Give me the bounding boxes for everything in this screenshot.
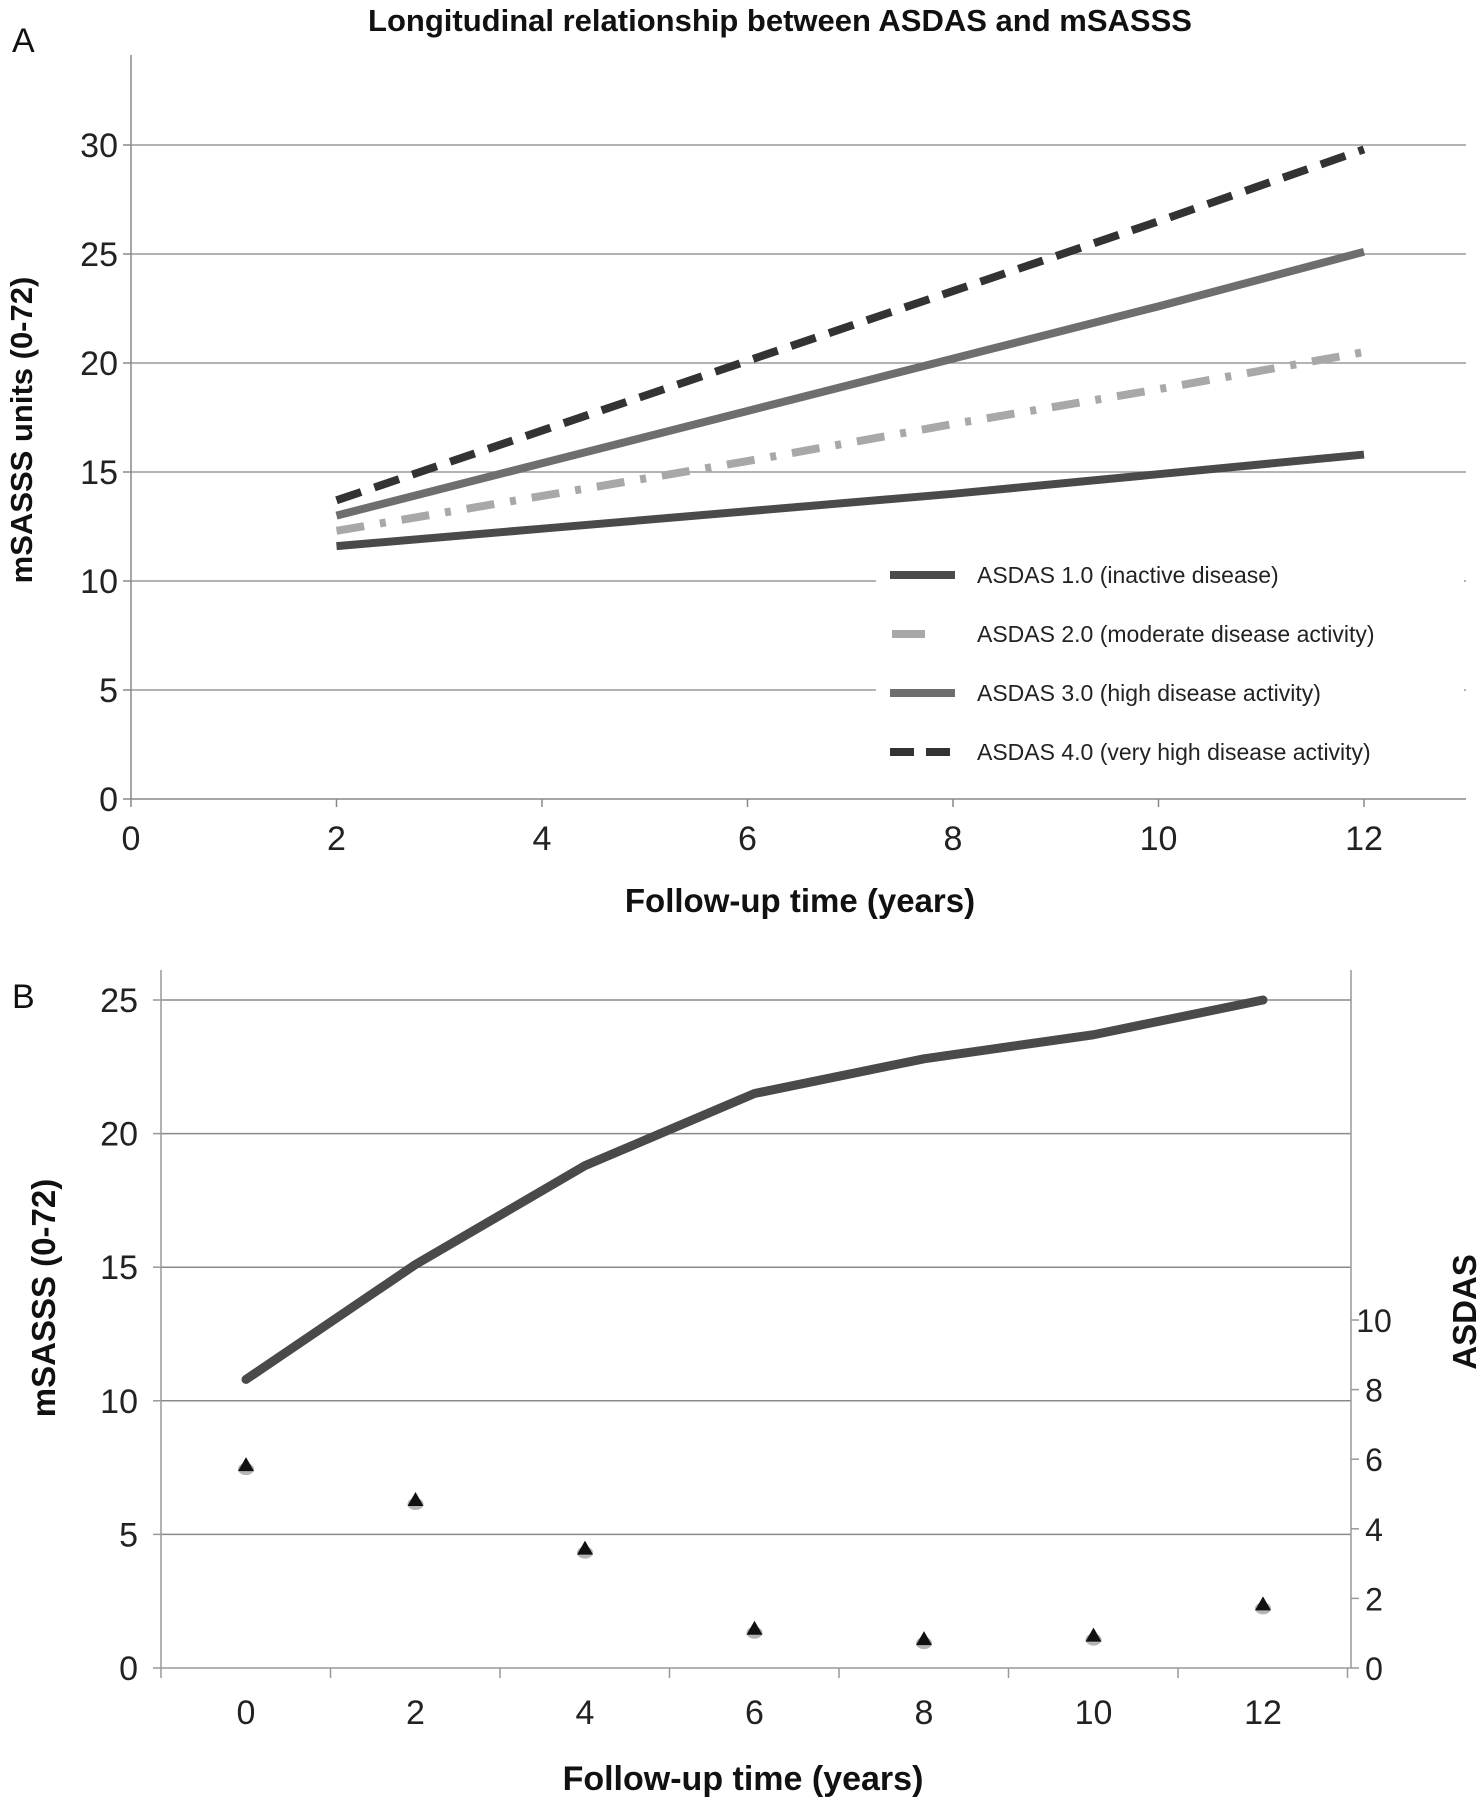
series-line-2 <box>335 348 1365 535</box>
y-tick-label: 25 <box>80 236 118 274</box>
x-tick-label: 0 <box>237 1694 256 1732</box>
x-tick-label: 0 <box>122 820 141 858</box>
x-tick-label: 12 <box>1244 1694 1282 1732</box>
y-tick-label: 20 <box>80 345 118 383</box>
y-tick-label: 10 <box>80 563 118 601</box>
x-tick-label: 2 <box>406 1694 425 1732</box>
x-tick-label: 6 <box>745 1694 764 1732</box>
y2-tick-label: 10 <box>1356 1303 1392 1339</box>
asdas-marker <box>1085 1627 1102 1642</box>
panel-a-ylabel: mSASSS units (0-72) <box>4 277 39 584</box>
panel-a-chart: 0 5 10 15 20 25 30 0 2 4 6 8 10 12 ASDAS 1.0 (inactive… <box>80 55 1466 858</box>
y-tick-label: 20 <box>100 1116 138 1154</box>
series-line-4 <box>335 145 1366 505</box>
y2-tick-label: 0 <box>1365 1651 1383 1687</box>
y-tick-label: 10 <box>100 1383 138 1421</box>
x-tick-label: 2 <box>327 820 346 858</box>
legend-label-4: ASDAS 4.0 (very high disease activity) <box>977 739 1371 765</box>
x-tick-label: 8 <box>915 1694 934 1732</box>
asdas-marker <box>746 1620 763 1635</box>
asdas-marker <box>407 1491 424 1506</box>
y-tick-label: 0 <box>99 781 118 819</box>
y2-tick-label: 2 <box>1365 1581 1383 1617</box>
x-tick-label: 10 <box>1075 1694 1113 1732</box>
panel-a-xlabel: Follow-up time (years) <box>625 882 975 919</box>
x-tick-label: 10 <box>1140 820 1178 858</box>
panel-b-xlabel: Follow-up time (years) <box>563 1760 924 1798</box>
asdas-marker <box>577 1540 593 1555</box>
y-tick-label: 0 <box>119 1650 138 1688</box>
legend-label-1: ASDAS 1.0 (inactive disease) <box>977 562 1279 588</box>
series-line-3 <box>335 247 1366 520</box>
panel-b-ylabel: mSASSS (0-72) <box>25 1179 62 1417</box>
y-tick-label: 30 <box>80 127 118 165</box>
panel-b-y2label: ASDAS <box>1446 1254 1481 1370</box>
y-tick-label: 5 <box>99 672 118 710</box>
x-tick-label: 6 <box>738 820 757 858</box>
figure-title: Longitudinal relationship between ASDAS … <box>368 3 1192 38</box>
y-tick-label: 15 <box>100 1249 138 1287</box>
panel-b-chart: 0 5 10 15 20 25 0 2 4 6 8 10 0 2 4 6 8 10 12 <box>100 970 1392 1732</box>
y-tick-label: 5 <box>119 1516 138 1554</box>
y2-tick-label: 8 <box>1365 1373 1383 1409</box>
y2-tick-label: 6 <box>1365 1442 1383 1478</box>
legend-box <box>876 545 1464 785</box>
y-tick-label: 15 <box>80 454 118 492</box>
series-line-1 <box>336 450 1365 551</box>
x-tick-label: 4 <box>576 1694 595 1732</box>
x-tick-label: 8 <box>944 820 963 858</box>
legend-label-2: ASDAS 2.0 (moderate disease activity) <box>977 621 1375 647</box>
panel-b-letter: B <box>12 978 35 1016</box>
legend-label-3: ASDAS 3.0 (high disease activity) <box>977 680 1321 706</box>
msasss-line <box>241 995 1268 1384</box>
asdas-marker <box>916 1631 932 1646</box>
asdas-marker <box>1255 1596 1271 1611</box>
panel-a-letter: A <box>12 22 35 60</box>
y2-tick-label: 4 <box>1365 1512 1383 1548</box>
asdas-marker <box>238 1457 254 1472</box>
x-tick-label: 12 <box>1345 820 1383 858</box>
y-tick-label: 25 <box>100 982 138 1020</box>
x-tick-label: 4 <box>533 820 552 858</box>
